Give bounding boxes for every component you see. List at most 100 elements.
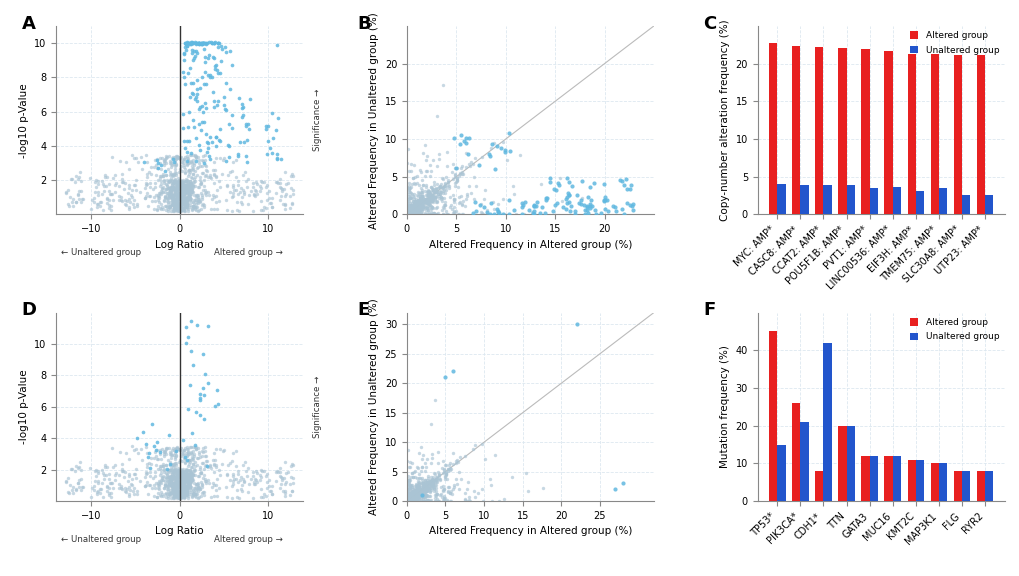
Point	[92, 197, 108, 206]
Point	[184, 165, 201, 174]
Point	[461, 181, 477, 191]
Bar	[984, 471, 993, 501]
Point	[237, 152, 254, 161]
Point	[428, 192, 444, 202]
Point	[192, 468, 208, 478]
Point	[175, 469, 192, 479]
Point	[158, 443, 174, 452]
Point	[160, 455, 176, 464]
Point	[149, 483, 165, 492]
Point	[434, 468, 450, 478]
Point	[233, 485, 250, 494]
Point	[161, 476, 177, 485]
Point	[406, 496, 422, 505]
Point	[403, 497, 419, 506]
Point	[401, 204, 418, 213]
Point	[458, 497, 474, 506]
Point	[116, 199, 132, 209]
X-axis label: Altered Frequency in Altered group (%): Altered Frequency in Altered group (%)	[428, 526, 632, 536]
Point	[235, 476, 252, 485]
Point	[558, 192, 575, 202]
Point	[401, 497, 418, 506]
Point	[409, 487, 425, 497]
Point	[140, 452, 156, 461]
Point	[450, 198, 467, 207]
Point	[404, 490, 420, 499]
Point	[189, 48, 205, 58]
Point	[212, 471, 228, 480]
Point	[168, 176, 184, 185]
Point	[208, 132, 224, 141]
Point	[83, 205, 99, 214]
Point	[408, 492, 424, 501]
Point	[175, 196, 192, 205]
Point	[172, 194, 189, 203]
Point	[182, 39, 199, 48]
Point	[150, 464, 166, 473]
Point	[400, 203, 417, 212]
Point	[409, 492, 425, 502]
Point	[428, 489, 444, 498]
Point	[164, 181, 180, 190]
Point	[415, 487, 431, 497]
Point	[404, 492, 420, 501]
Point	[167, 192, 183, 202]
Point	[401, 206, 418, 215]
Point	[411, 490, 427, 499]
Point	[408, 497, 424, 506]
Point	[153, 487, 169, 497]
Point	[572, 196, 588, 205]
Point	[187, 480, 204, 490]
Point	[60, 202, 76, 211]
Point	[462, 161, 478, 170]
Point	[423, 190, 439, 199]
Point	[163, 183, 179, 192]
Point	[71, 475, 88, 484]
Point	[164, 188, 180, 197]
Point	[166, 168, 182, 177]
Point	[455, 201, 472, 210]
Point	[258, 471, 274, 480]
Point	[126, 202, 143, 211]
Point	[121, 198, 138, 207]
Point	[88, 465, 104, 475]
Point	[432, 489, 448, 498]
Point	[60, 489, 76, 498]
Point	[177, 192, 194, 202]
Point	[514, 198, 530, 207]
Point	[432, 179, 448, 188]
Point	[405, 486, 421, 495]
Point	[164, 171, 180, 180]
Point	[404, 481, 420, 490]
Point	[181, 467, 198, 476]
Point	[434, 210, 450, 219]
Point	[434, 80, 450, 89]
Point	[170, 206, 186, 215]
Point	[170, 488, 186, 498]
Point	[428, 203, 444, 212]
Point	[167, 449, 183, 458]
Point	[400, 207, 417, 216]
Point	[420, 486, 436, 495]
Point	[166, 177, 182, 187]
Point	[158, 152, 174, 161]
Point	[181, 479, 198, 488]
Point	[171, 175, 187, 184]
Point	[176, 486, 193, 495]
Point	[178, 197, 195, 206]
Point	[400, 489, 417, 498]
Point	[179, 493, 196, 502]
Point	[125, 469, 142, 478]
Point	[411, 487, 427, 496]
Point	[154, 171, 170, 180]
Point	[223, 166, 239, 175]
Point	[67, 172, 84, 181]
Point	[400, 207, 417, 217]
Point	[417, 492, 433, 502]
Point	[422, 479, 438, 488]
Point	[436, 203, 452, 213]
Point	[436, 182, 452, 191]
Point	[418, 490, 434, 499]
Point	[184, 187, 201, 196]
Point	[401, 490, 418, 499]
